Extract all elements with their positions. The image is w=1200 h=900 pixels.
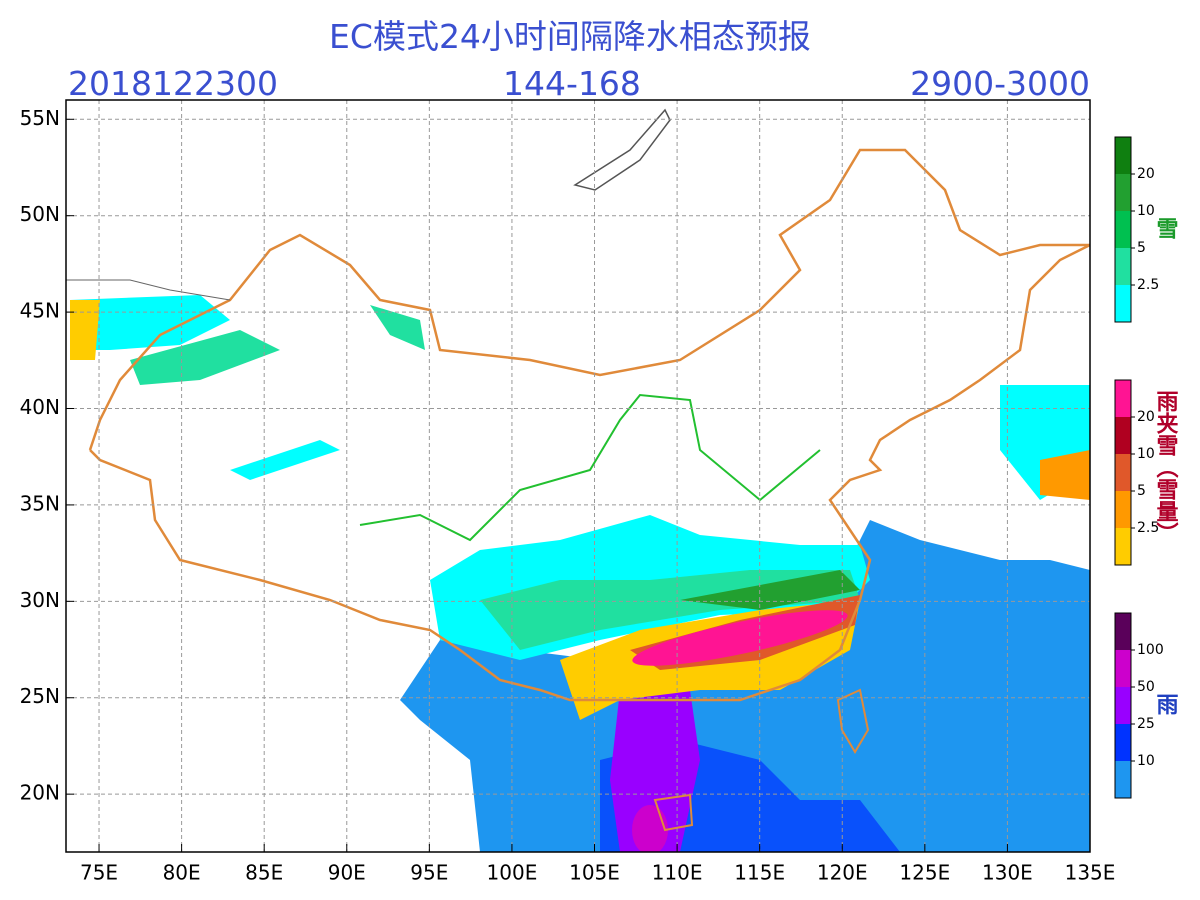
snow-heavy xyxy=(680,570,860,610)
map-content xyxy=(66,100,1090,852)
x-tick-label: 95E xyxy=(410,861,448,885)
legend-swatch xyxy=(1115,491,1131,528)
legend-label: 50 xyxy=(1137,679,1155,695)
legend-swatch xyxy=(1115,650,1131,687)
snow-area xyxy=(230,440,340,480)
grid xyxy=(66,100,1091,852)
legend-frame xyxy=(1114,136,1132,323)
code: 2900-3000 xyxy=(910,64,1090,103)
y-tick-label: 45N xyxy=(20,299,60,323)
x-tick-label: 135E xyxy=(1065,861,1116,885)
title: EC模式24小时间隔降水相态预报 xyxy=(329,17,811,56)
legend-label: 5 xyxy=(1137,240,1146,256)
lake-baikal xyxy=(573,108,671,191)
legend-label: 2.5 xyxy=(1137,277,1159,293)
legend-frame xyxy=(1114,379,1132,566)
mixed-area xyxy=(1040,450,1090,500)
x-tick-label: 90E xyxy=(328,861,366,885)
x-tick-label: 75E xyxy=(80,861,118,885)
x-tick-label: 130E xyxy=(982,861,1033,885)
hainan xyxy=(653,793,694,832)
forecast-hours: 144-168 xyxy=(503,64,641,103)
legend-label: 100 xyxy=(1137,642,1164,658)
legend-label: 2.5 xyxy=(1137,520,1159,536)
snow-area xyxy=(130,330,280,385)
legend-swatch xyxy=(1115,454,1131,491)
x-tick-label: 80E xyxy=(163,861,201,885)
y-tick-label: 40N xyxy=(20,395,60,419)
legend-swatch xyxy=(1115,613,1131,650)
snow-area xyxy=(70,295,230,350)
snow-area xyxy=(370,305,425,350)
province-borders xyxy=(66,279,231,301)
y-tick-label: 20N xyxy=(20,781,60,805)
mixed-core xyxy=(632,610,848,666)
taiwan xyxy=(836,688,870,754)
legend-title: 雨夹雪（雪量） xyxy=(1153,390,1179,544)
x-tick-label: 120E xyxy=(817,861,868,885)
legend-label: 20 xyxy=(1137,166,1155,182)
snow-line xyxy=(359,393,821,542)
x-tick-label: 110E xyxy=(652,861,703,885)
legend-swatch xyxy=(1115,528,1131,565)
legend-swatch xyxy=(1115,417,1131,454)
legend-label: 10 xyxy=(1137,753,1155,769)
init-time: 2018122300 xyxy=(68,64,278,103)
legend-swatch xyxy=(1115,137,1131,174)
map-frame xyxy=(65,99,1091,853)
legend-swatch xyxy=(1115,248,1131,285)
legend-swatch xyxy=(1115,380,1131,417)
legend-swatch xyxy=(1115,761,1131,798)
legend-label: 10 xyxy=(1137,203,1155,219)
y-tick-label: 35N xyxy=(20,491,60,515)
legend-label: 5 xyxy=(1137,483,1146,499)
legend-label: 10 xyxy=(1137,446,1155,462)
legend-swatch xyxy=(1115,211,1131,248)
legend-swatch xyxy=(1115,687,1131,724)
y-tick-label: 25N xyxy=(20,684,60,708)
legend-frame xyxy=(1114,612,1132,799)
legend-label: 25 xyxy=(1137,716,1155,732)
legend-swatch xyxy=(1115,174,1131,211)
x-tick-label: 115E xyxy=(734,861,785,885)
mixed-area xyxy=(70,300,100,360)
rain-core xyxy=(632,805,668,852)
y-tick-label: 50N xyxy=(20,202,60,226)
x-tick-label: 105E xyxy=(569,861,620,885)
y-tick-label: 30N xyxy=(20,588,60,612)
legend-swatch xyxy=(1115,285,1131,322)
legend-title: 雨 xyxy=(1153,693,1179,716)
legend-label: 20 xyxy=(1137,409,1155,425)
legend-title: 雪 xyxy=(1153,217,1178,239)
x-tick-label: 100E xyxy=(487,861,538,885)
x-tick-label: 85E xyxy=(245,861,283,885)
china-border xyxy=(88,148,1090,702)
y-tick-label: 55N xyxy=(20,106,60,130)
legend-swatch xyxy=(1115,724,1131,761)
x-tick-label: 125E xyxy=(899,861,950,885)
